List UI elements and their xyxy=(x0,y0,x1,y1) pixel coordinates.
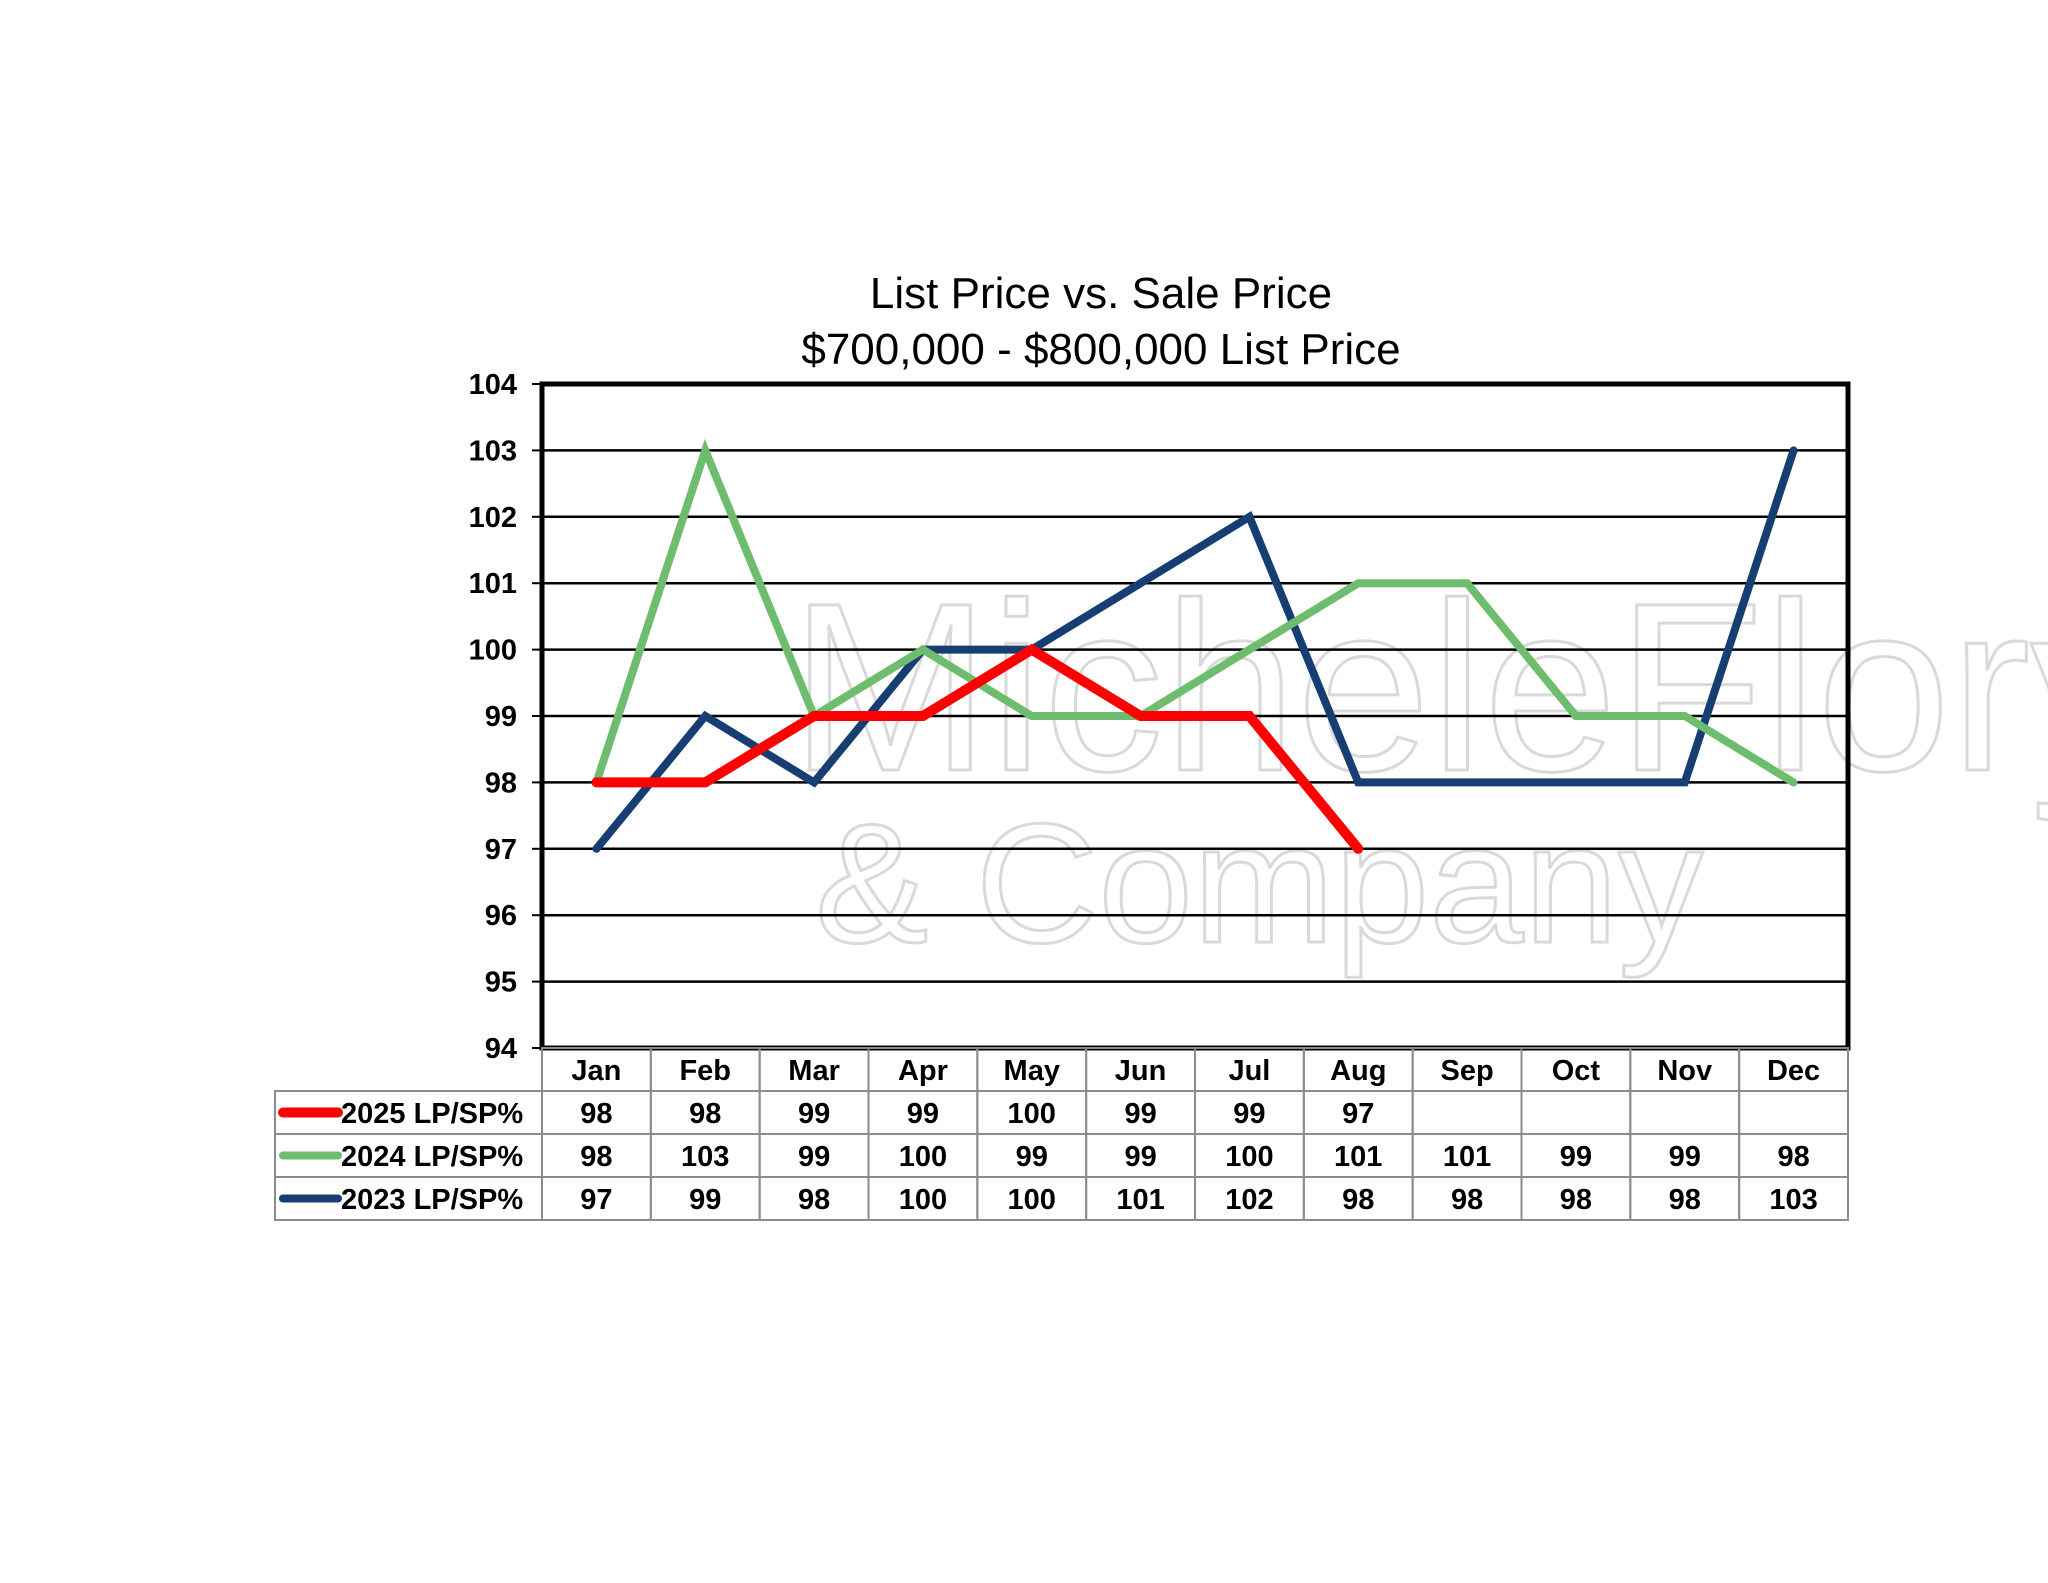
data-label: 99 xyxy=(1560,1141,1592,1173)
data-label: 100 xyxy=(899,1184,947,1216)
data-label: 99 xyxy=(1124,1098,1156,1130)
x-tick-label: Jun xyxy=(1115,1055,1167,1087)
data-table: Jan Feb Mar Apr May Jun Jul Aug Sep Oct Nov Dec 2025… xyxy=(274,1047,1849,1221)
data-label: 99 xyxy=(1233,1098,1265,1130)
y-tick-label: 100 xyxy=(469,635,517,667)
data-label: 103 xyxy=(1769,1184,1817,1216)
y-tick-label: 103 xyxy=(469,435,517,467)
x-tick-label: May xyxy=(1004,1055,1060,1087)
data-label: 101 xyxy=(1334,1141,1382,1173)
data-label: 101 xyxy=(1443,1141,1491,1173)
y-tick-label: 104 xyxy=(469,369,517,401)
data-label: 100 xyxy=(899,1141,947,1173)
data-label: 99 xyxy=(907,1098,939,1130)
chart-title: List Price vs. Sale Price xyxy=(870,269,1332,318)
watermark-line2: & Company xyxy=(815,789,1703,979)
series-lines xyxy=(591,438,1798,854)
data-label: 100 xyxy=(1008,1098,1056,1130)
data-label: 97 xyxy=(1342,1098,1374,1130)
x-tick-label: Jan xyxy=(571,1055,621,1087)
y-tick-label: 97 xyxy=(485,834,517,866)
y-tick-label: 98 xyxy=(485,767,517,799)
data-label: 103 xyxy=(681,1141,729,1173)
data-label: 99 xyxy=(1016,1141,1048,1173)
legend-label: 2023 LP/SP% xyxy=(341,1184,523,1216)
data-label: 98 xyxy=(689,1098,721,1130)
table-cell xyxy=(1520,1090,1632,1135)
data-label: 97 xyxy=(580,1184,612,1216)
data-label: 98 xyxy=(1669,1184,1701,1216)
x-tick-label: Dec xyxy=(1767,1055,1820,1087)
data-label: 99 xyxy=(689,1184,721,1216)
data-label: 100 xyxy=(1008,1184,1056,1216)
x-tick-label: Jul xyxy=(1228,1055,1270,1087)
data-label: 99 xyxy=(1124,1141,1156,1173)
y-tick-label: 94 xyxy=(485,1033,517,1065)
legend-label: 2025 LP/SP% xyxy=(341,1098,523,1130)
series-line-2025 xyxy=(591,643,1364,854)
series-line-2023 xyxy=(592,446,1798,853)
data-label: 98 xyxy=(580,1141,612,1173)
data-label: 100 xyxy=(1225,1141,1273,1173)
data-label: 99 xyxy=(798,1141,830,1173)
data-label: 98 xyxy=(1777,1141,1809,1173)
x-tick-label: Sep xyxy=(1440,1055,1493,1087)
data-label: 98 xyxy=(1342,1184,1374,1216)
x-tick-label: Apr xyxy=(898,1055,948,1087)
y-tick-label: 101 xyxy=(469,568,517,600)
watermark-logo: MicheleFlory & Company xyxy=(789,552,2048,981)
y-tick-label: 95 xyxy=(485,967,517,999)
x-tick-label: Nov xyxy=(1657,1055,1712,1087)
data-label: 99 xyxy=(798,1098,830,1130)
data-label: 98 xyxy=(798,1184,830,1216)
table-cell xyxy=(1411,1090,1523,1135)
table-cell xyxy=(1738,1176,1849,1221)
legend-label: 2024 LP/SP% xyxy=(341,1141,523,1173)
x-tick-label: Aug xyxy=(1330,1055,1386,1087)
data-label: 99 xyxy=(1669,1141,1701,1173)
data-label: 102 xyxy=(1225,1184,1273,1216)
x-tick-label: Feb xyxy=(679,1055,731,1087)
table-cell xyxy=(1629,1090,1741,1135)
chart-subtitle: $700,000 - $800,000 List Price xyxy=(801,325,1400,374)
data-label: 101 xyxy=(1116,1184,1164,1216)
y-tick-label: 96 xyxy=(485,900,517,932)
x-tick-label: Mar xyxy=(788,1055,840,1087)
y-tick-label: 102 xyxy=(469,502,517,534)
table-cell xyxy=(1738,1090,1849,1135)
series-line-2024 xyxy=(592,438,1798,787)
data-label: 98 xyxy=(1451,1184,1483,1216)
data-label: 98 xyxy=(580,1098,612,1130)
y-axis: 94 95 96 97 98 99 100 101 102 103 104 xyxy=(469,369,542,1065)
y-tick-label: 99 xyxy=(485,701,517,733)
watermark-line1: MicheleFlory xyxy=(790,553,2048,821)
data-label: 98 xyxy=(1560,1184,1592,1216)
x-tick-label: Oct xyxy=(1552,1055,1601,1087)
